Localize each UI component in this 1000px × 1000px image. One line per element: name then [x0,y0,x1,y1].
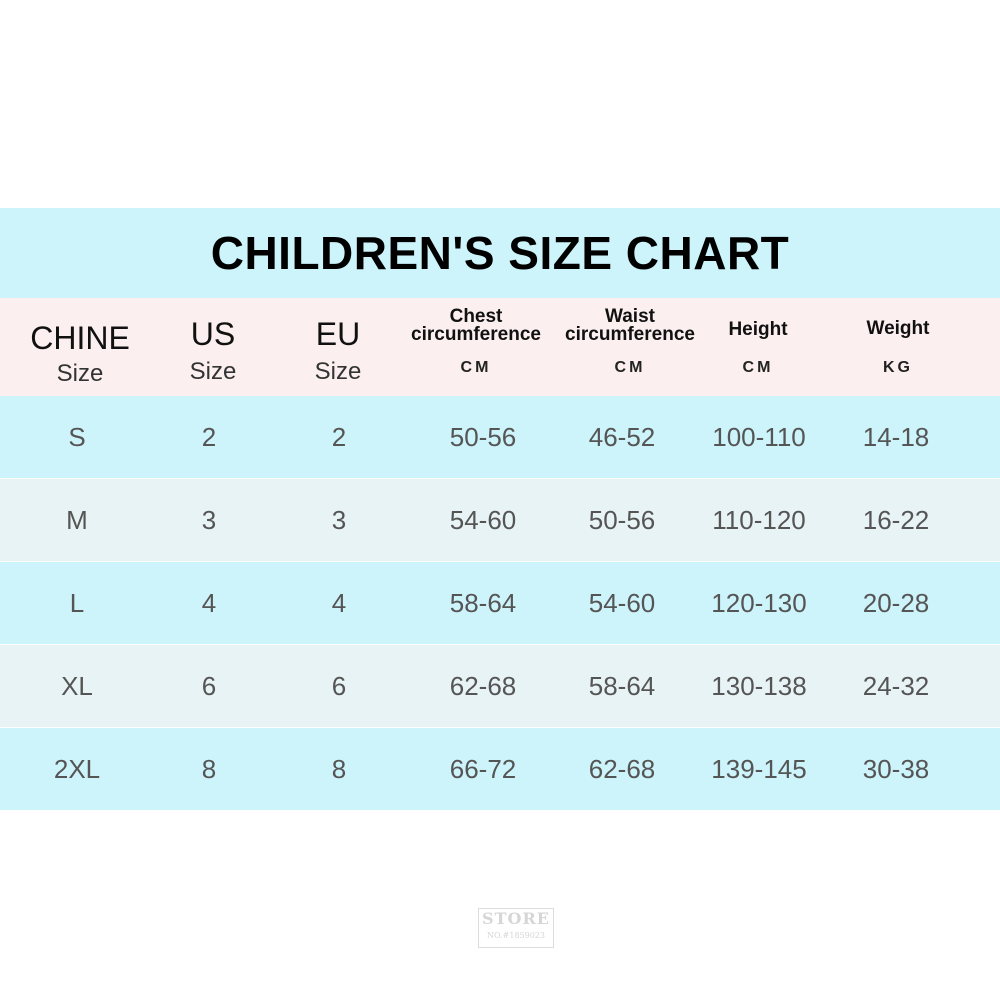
table-body: S 2 2 50-56 46-52 100-110 14-18 M 3 3 54-60 50-56 11… [0,396,1000,810]
col-header-chine-size: CHINE Size [20,298,140,396]
table-cell: 20-28 [862,588,930,618]
table-row: L 4 4 58-64 54-60 120-130 20-28 [0,561,1000,644]
table-cell: 58-64 [449,588,517,618]
table-cell: 6 [201,671,217,701]
table-row: 2XL 8 8 66-72 62-68 139-145 30-38 [0,727,1000,810]
table-cell: 3 [201,505,217,535]
table-cell: 50-56 [588,505,656,535]
table-cell: 58-64 [588,671,656,701]
col-header-unit: CM [460,359,492,376]
table-cell: M [66,505,88,535]
col-header-label: CHINE [30,320,130,356]
table-cell: 8 [201,754,217,784]
table-cell: 14-18 [862,422,930,452]
col-header-label: Waist [605,306,655,327]
watermark-top: STORE [482,909,550,928]
table-cell: 2 [201,422,217,452]
table-cell: S [68,422,86,452]
chart-title: CHILDREN'S SIZE CHART [210,227,790,279]
table-cell: 50-56 [449,422,517,452]
table-cell: 2 [331,422,347,452]
table-cell: 139-145 [711,754,807,784]
table-cell: 54-60 [588,588,656,618]
col-header-label: Height [728,319,788,340]
col-header-sub: Size [189,358,237,385]
table-cell: 3 [331,505,347,535]
col-header-unit: CM [614,359,646,376]
table-cell: 46-52 [588,422,656,452]
table-cell: 24-32 [862,671,930,701]
col-header-us-size: US Size [163,298,263,396]
col-header-waist: Waist circumference CM [556,298,704,396]
col-header-label: US [190,316,236,352]
col-header-label2: circumference [565,324,695,345]
title-band: CHILDREN'S SIZE CHART [0,208,1000,298]
table-cell: 4 [331,588,347,618]
col-header-chest: Chest circumference CM [403,298,549,396]
col-header-weight: Weight KG [848,298,948,396]
col-header-sub: Size [314,358,362,385]
size-chart: CHILDREN'S SIZE CHART CHINE Size US Size… [0,208,1000,810]
table-cell: 62-68 [588,754,656,784]
col-header-label: Weight [866,318,930,339]
col-header-sub: Size [56,360,104,387]
table-cell: 8 [331,754,347,784]
table-cell: 2XL [53,754,101,784]
table-cell: 62-68 [449,671,517,701]
table-cell: 110-120 [712,505,806,535]
watermark-bottom: NO.#1859023 [487,931,545,940]
table-cell: 6 [331,671,347,701]
table-cell: 4 [201,588,217,618]
col-header-unit: CM [742,359,774,376]
table-cell: 100-110 [712,422,806,452]
table-row: XL 6 6 62-68 58-64 130-138 24-32 [0,644,1000,727]
table-cell: 54-60 [449,505,517,535]
table-cell: 16-22 [862,505,930,535]
col-header-unit: KG [883,359,913,376]
header-row: CHINE Size US Size EU Size Chest circumf… [0,298,1000,396]
col-header-label2: circumference [411,324,541,345]
table-cell: L [69,588,85,618]
store-watermark: STORE NO.#1859023 [478,908,554,948]
col-header-label: EU [315,316,361,352]
col-header-label: Chest [449,306,503,327]
col-header-eu-size: EU Size [288,298,388,396]
table-row: M 3 3 54-60 50-56 110-120 16-22 [0,478,1000,561]
table-cell: 30-38 [862,754,930,784]
col-header-height: Height CM [708,298,808,396]
table-cell: 130-138 [711,671,807,701]
table-cell: XL [61,671,93,701]
table-cell: 66-72 [449,754,517,784]
table-row: S 2 2 50-56 46-52 100-110 14-18 [0,396,1000,478]
table-cell: 120-130 [711,588,807,618]
